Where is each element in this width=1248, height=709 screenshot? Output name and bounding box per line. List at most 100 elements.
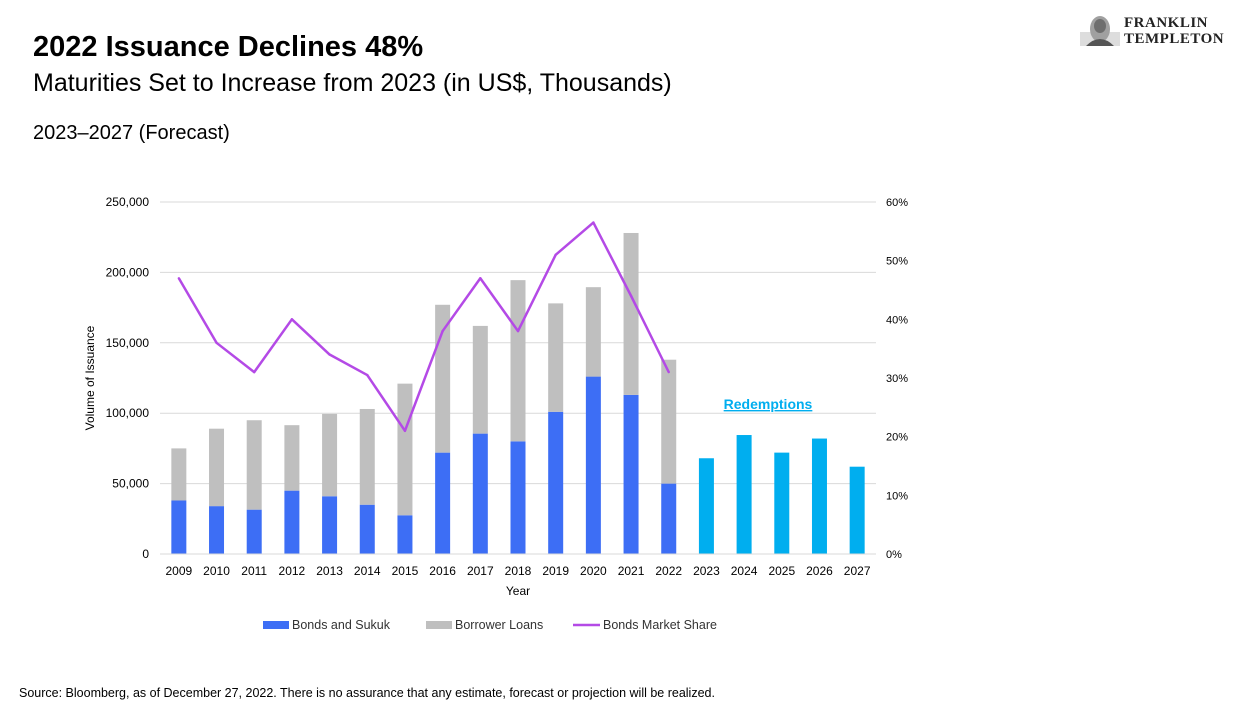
x-tick-label: 2025 xyxy=(768,564,795,578)
source-note: Source: Bloomberg, as of December 27, 20… xyxy=(19,686,715,700)
x-tick-label: 2026 xyxy=(806,564,833,578)
y-tick-label: 200,000 xyxy=(106,265,150,279)
forecast-period-label: 2023–2027 (Forecast) xyxy=(33,122,230,144)
bar-redemptions xyxy=(736,435,752,554)
bar-redemptions xyxy=(774,452,790,554)
y-tick-label: 50,000 xyxy=(112,477,149,491)
logo-line-2: TEMPLETON xyxy=(1124,31,1225,47)
x-tick-label: 2020 xyxy=(580,564,607,578)
bar-redemptions xyxy=(698,458,714,554)
page-subtitle: Maturities Set to Increase from 2023 (in… xyxy=(33,69,672,97)
legend: Bonds and Sukuk Borrower Loans Bonds Marke… xyxy=(263,618,717,632)
bars xyxy=(171,232,865,554)
y2-tick-label: 10% xyxy=(886,490,908,502)
market-share-point xyxy=(328,353,331,356)
bar-bonds-and-sukuk xyxy=(661,483,677,554)
logo-line-1: FRANKLIN xyxy=(1124,15,1209,31)
x-tick-label: 2017 xyxy=(467,564,494,578)
market-share-line-group xyxy=(177,221,670,433)
market-share-point xyxy=(403,429,407,432)
legend-swatch-bonds xyxy=(263,621,289,629)
y2-tick-label: 50% xyxy=(886,256,908,268)
bar-borrower-loans xyxy=(585,287,601,377)
bar-borrower-loans xyxy=(359,408,375,505)
bar-borrower-loans xyxy=(472,325,488,434)
market-share-point xyxy=(177,277,181,280)
y-tick-label: 100,000 xyxy=(106,406,150,420)
x-tick-label: 2019 xyxy=(542,564,569,578)
bar-borrower-loans xyxy=(510,280,526,442)
y-tick-label: 0 xyxy=(142,547,149,561)
market-share-point xyxy=(253,370,256,374)
market-share-point xyxy=(667,370,670,374)
market-share-point xyxy=(629,294,633,298)
market-share-point xyxy=(479,277,482,280)
bar-borrower-loans xyxy=(397,383,413,516)
x-tick-label: 2018 xyxy=(505,564,532,578)
bar-bonds-and-sukuk xyxy=(284,490,300,554)
x-tick-label: 2009 xyxy=(165,564,192,578)
bar-bonds-and-sukuk xyxy=(171,500,187,554)
legend-label-loans: Borrower Loans xyxy=(455,618,543,632)
page-title: 2022 Issuance Declines 48% xyxy=(33,31,424,63)
bar-bonds-and-sukuk xyxy=(246,509,262,554)
bar-bonds-and-sukuk xyxy=(397,515,413,554)
x-tick-label: 2023 xyxy=(693,564,720,578)
redemptions-annotation: Redemptions xyxy=(724,396,813,412)
market-share-point xyxy=(554,253,557,256)
axes: 0 50,000 100,000 150,000 200,000 250,000 0% 10%… xyxy=(83,195,908,598)
bar-borrower-loans xyxy=(435,304,451,453)
bar-bonds-and-sukuk xyxy=(510,441,526,554)
x-axis-title: Year xyxy=(506,584,530,598)
x-tick-label: 2016 xyxy=(429,564,456,578)
bar-bonds-and-sukuk xyxy=(623,394,639,554)
x-tick-label: 2022 xyxy=(655,564,682,578)
market-share-point xyxy=(592,221,595,224)
bar-borrower-loans xyxy=(548,303,564,412)
x-tick-label: 2014 xyxy=(354,564,381,578)
y2-tick-label: 0% xyxy=(886,549,902,561)
x-tick-label: 2012 xyxy=(279,564,306,578)
bar-borrower-loans xyxy=(171,448,187,501)
x-tick-label: 2011 xyxy=(241,564,267,578)
bar-bonds-and-sukuk xyxy=(548,411,564,554)
bar-redemptions xyxy=(811,438,827,554)
bar-borrower-loans xyxy=(623,232,639,395)
bar-borrower-loans xyxy=(661,359,677,484)
market-share-point xyxy=(441,329,444,333)
market-share-point xyxy=(290,318,294,321)
legend-label-bonds: Bonds and Sukuk xyxy=(292,618,391,632)
bar-bonds-and-sukuk xyxy=(435,452,451,554)
bar-bonds-and-sukuk xyxy=(322,496,338,554)
bonds-market-share-line xyxy=(177,221,670,433)
x-tick-label: 2021 xyxy=(618,564,645,578)
bar-bonds-and-sukuk xyxy=(585,376,601,554)
market-share-point xyxy=(516,329,520,333)
x-tick-label: 2024 xyxy=(731,564,758,578)
y2-tick-label: 60% xyxy=(886,197,908,209)
market-share-point xyxy=(215,341,218,344)
bar-borrower-loans xyxy=(246,420,262,510)
bar-borrower-loans xyxy=(322,413,338,497)
y2-tick-label: 20% xyxy=(886,432,908,444)
bar-bonds-and-sukuk xyxy=(209,506,225,554)
portrait-icon xyxy=(1080,16,1120,46)
y2-tick-label: 30% xyxy=(886,373,908,385)
x-tick-label: 2013 xyxy=(316,564,343,578)
franklin-templeton-logo: FRANKLIN TEMPLETON xyxy=(1080,14,1240,50)
bar-bonds-and-sukuk xyxy=(359,504,375,554)
bar-redemptions xyxy=(849,466,865,554)
legend-swatch-loans xyxy=(426,621,452,629)
x-tick-label: 2027 xyxy=(844,564,871,578)
market-share-point xyxy=(366,373,369,377)
y-tick-label: 250,000 xyxy=(106,195,150,209)
legend-label-share: Bonds Market Share xyxy=(603,618,717,632)
y-axis-title: Volume of Issuance xyxy=(83,325,97,430)
bar-borrower-loans xyxy=(284,425,300,491)
x-tick-label: 2015 xyxy=(392,564,419,578)
x-tick-label: 2010 xyxy=(203,564,230,578)
issuance-chart: 0 50,000 100,000 150,000 200,000 250,000 0% 10%… xyxy=(83,195,908,632)
bar-borrower-loans xyxy=(209,428,225,507)
y2-tick-label: 40% xyxy=(886,314,908,326)
y-tick-label: 150,000 xyxy=(106,336,150,350)
